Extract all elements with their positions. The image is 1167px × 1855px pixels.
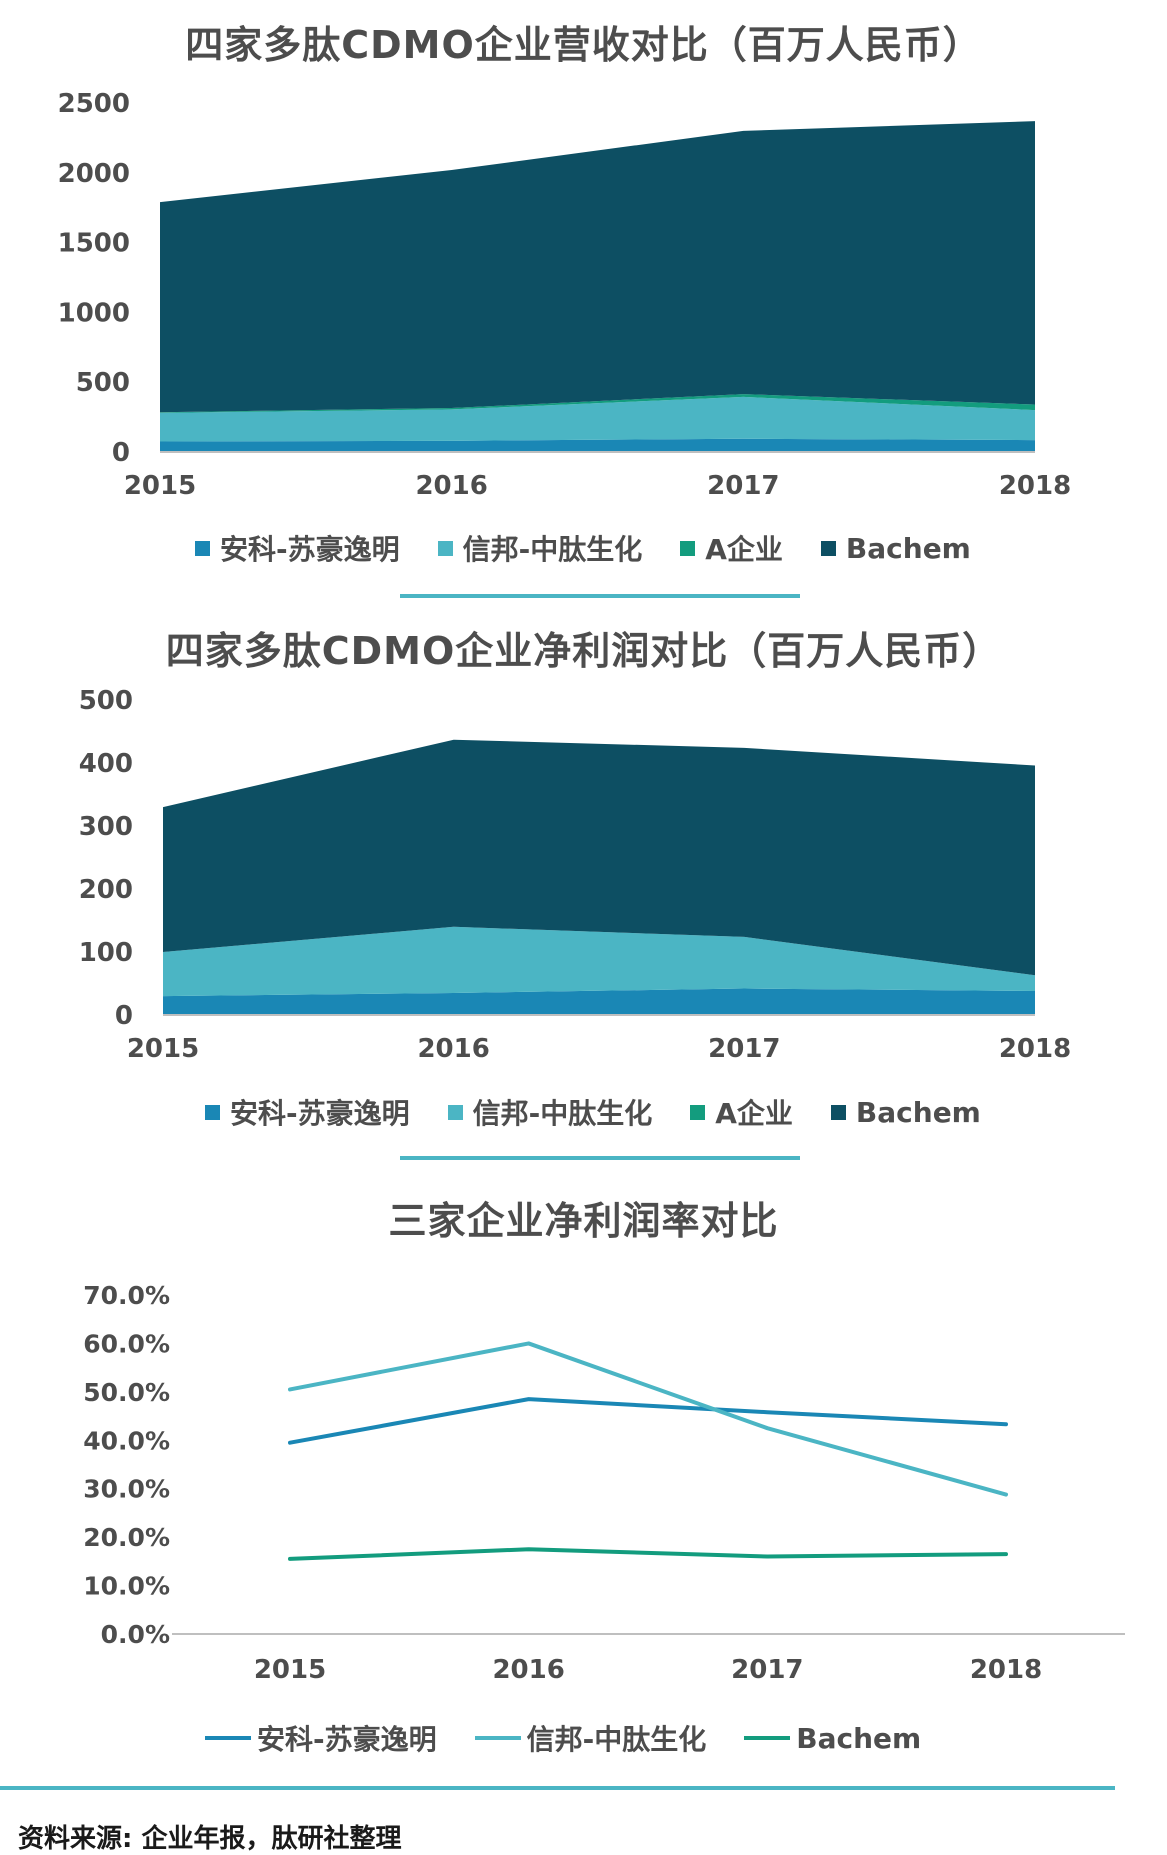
legend-label: A企业: [715, 1097, 793, 1130]
chart3-y-tick: 0.0%: [101, 1620, 170, 1649]
legend-label: 安科-苏豪逸明: [257, 1723, 437, 1756]
chart2-area-3: [163, 739, 1035, 976]
chart1-y-tick: 0: [112, 438, 130, 468]
legend-item: 安科-苏豪逸明: [205, 1092, 410, 1132]
chart3-title: 三家企业净利润率对比: [388, 1199, 779, 1243]
chart3-line-0: [288, 1397, 1008, 1445]
divider-3: [0, 1786, 1115, 1790]
chart1-title: 四家多肽CDMO企业营收对比（百万人民币）: [185, 23, 982, 67]
legend-label: Bachem: [845, 531, 971, 565]
chart2-area-0: [163, 988, 1035, 1015]
legend-label: Bachem: [855, 1095, 981, 1129]
chart1-x-tick: 2017: [707, 471, 779, 501]
legend-swatch: [437, 540, 453, 556]
chart3-x-tick: 2015: [254, 1655, 326, 1685]
legend-item: 安科-苏豪逸明: [195, 528, 400, 568]
chart3-y-tick: 20.0%: [83, 1523, 170, 1552]
chart3-x-tick: 2017: [731, 1655, 803, 1685]
chart3-y-tick: 60.0%: [83, 1329, 170, 1358]
chart3-line-2: [288, 1547, 1008, 1561]
legend-item: 安科-苏豪逸明: [205, 1718, 437, 1758]
chart2-title: 四家多肽CDMO企业净利润对比（百万人民币）: [165, 629, 1002, 673]
legend-label: 安科-苏豪逸明: [220, 533, 400, 566]
legend-swatch: [680, 540, 696, 556]
chart1-area-2: [160, 394, 1035, 413]
legend-swatch: [205, 1736, 251, 1740]
legend-swatch: [820, 540, 836, 556]
chart2-y-tick: 200: [79, 875, 133, 905]
chart2-y-tick: 300: [79, 812, 133, 842]
legend-swatch: [474, 1736, 521, 1740]
chart3-y-tick: 30.0%: [83, 1475, 170, 1504]
legend-item: Bachem: [744, 1722, 921, 1755]
legend-label: 信邦-中肽生化: [526, 1723, 707, 1756]
chart1-y-tick: 1000: [58, 298, 130, 328]
legend-item: A企业: [690, 1092, 793, 1132]
chart1-revenue-area: 0 500 1000 1500 2000 2500 2015 2016 2017 2018: [58, 89, 1072, 501]
chart2-x-tick: 2016: [417, 1034, 489, 1064]
chart1-x-tick: 2016: [415, 471, 487, 501]
legend-label: A企业: [705, 533, 783, 566]
legend-item: A企业: [680, 528, 783, 568]
chart1-x-tick: 2015: [124, 471, 196, 501]
legend-swatch: [690, 1104, 706, 1120]
legend-item: 信邦-中肽生化: [437, 528, 643, 568]
chart1-y-tick: 500: [76, 368, 130, 398]
chart2-y-tick: 100: [79, 938, 133, 968]
legend-item: 信邦-中肽生化: [447, 1092, 653, 1132]
chart2-y-tick: 400: [79, 749, 133, 779]
divider-1: [400, 594, 800, 598]
chart3-y-tick: 40.0%: [83, 1426, 170, 1455]
chart2-profit-area: 0 100 200 300 400 500 2015 2016 2017 2018: [79, 686, 1071, 1064]
legend-swatch: [205, 1104, 220, 1120]
legend-swatch: [447, 1104, 463, 1120]
source-note: 资料来源: 企业年报，肽研社整理: [18, 1824, 402, 1854]
chart1-x-tick: 2018: [999, 471, 1071, 501]
chart1-y-tick: 2500: [58, 89, 130, 119]
legend-label: Bachem: [796, 1721, 922, 1755]
chart3-x-tick: 2018: [970, 1655, 1042, 1685]
legend-item: 信邦-中肽生化: [474, 1718, 707, 1758]
chart2-area-1: [163, 926, 1035, 997]
legend-swatch: [830, 1104, 846, 1120]
chart3-x-tick: 2016: [492, 1655, 564, 1685]
divider-2: [400, 1156, 800, 1160]
legend-item: Bachem: [830, 1095, 981, 1129]
legend-swatch: [195, 540, 210, 556]
chart2-x-tick: 2017: [708, 1034, 780, 1064]
legend-label: 信邦-中肽生化: [472, 1097, 653, 1130]
legend-label: 信邦-中肽生化: [462, 533, 643, 566]
chart2-x-tick: 2018: [999, 1034, 1071, 1064]
chart3-y-tick: 70.0%: [83, 1281, 170, 1310]
chart3-legend: 安科-苏豪逸明 信邦-中肽生化 Bachem: [205, 1718, 959, 1758]
chart3-y-tick: 50.0%: [83, 1378, 170, 1407]
legend-swatch: [744, 1736, 791, 1740]
chart1-legend: 安科-苏豪逸明 信邦-中肽生化 A企业 Bachem: [195, 528, 1009, 568]
chart3-margin-line: 0.0% 10.0% 20.0% 30.0% 40.0% 50.0% 60.0% 70.0% 2…: [83, 1281, 1125, 1685]
chart1-area-1: [160, 396, 1035, 442]
chart1-y-tick: 2000: [58, 159, 130, 189]
chart2-x-tick: 2015: [127, 1034, 199, 1064]
chart3-y-tick: 10.0%: [83, 1572, 170, 1601]
chart2-y-tick: 500: [79, 686, 133, 716]
chart2-y-tick: 0: [115, 1001, 133, 1031]
legend-item: Bachem: [820, 531, 971, 565]
chart3-line-1: [288, 1341, 1008, 1497]
chart1-area-3: [160, 121, 1035, 413]
legend-label: 安科-苏豪逸明: [230, 1097, 410, 1130]
chart2-legend: 安科-苏豪逸明 信邦-中肽生化 A企业 Bachem: [205, 1092, 1019, 1132]
chart1-y-tick: 1500: [58, 229, 130, 259]
chart1-area-0: [160, 438, 1035, 452]
